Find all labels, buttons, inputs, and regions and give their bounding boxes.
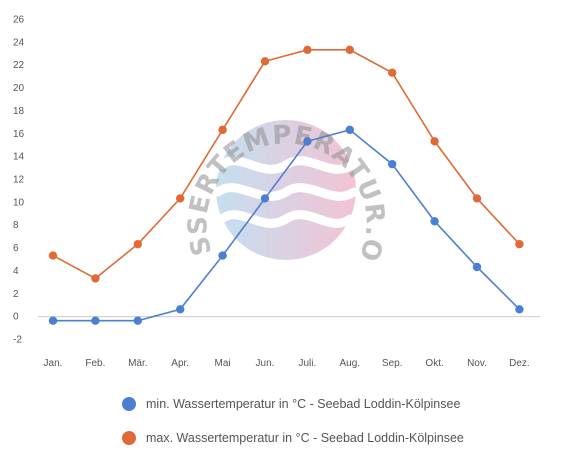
data-point-min[interactable] — [472, 262, 482, 272]
y-tick-label: 12 — [13, 175, 25, 186]
x-tick-label: Nov. — [467, 358, 487, 369]
x-axis: Jan. Feb. Mär. Apr. Mai Jun. Juli. Aug. Sep. Okt.… — [44, 358, 530, 369]
watermark-logo: WASSERTEMPERATUR.ORG — [0, 0, 389, 266]
data-point-min[interactable] — [91, 316, 100, 325]
x-tick-label: Mär. — [128, 358, 147, 369]
data-point-min[interactable] — [176, 305, 185, 314]
data-point-min[interactable] — [303, 137, 312, 146]
data-point-max[interactable] — [48, 251, 58, 260]
data-point-min[interactable] — [430, 217, 439, 226]
data-point-max[interactable] — [91, 274, 100, 283]
legend-min-marker-icon — [122, 397, 136, 411]
y-tick-label: 26 — [13, 15, 25, 26]
x-tick-label: Okt. — [425, 358, 443, 369]
y-tick-label: 10 — [13, 197, 25, 208]
y-tick-label: 24 — [13, 37, 25, 48]
data-point-max[interactable] — [430, 137, 439, 146]
x-tick-label: Aug. — [340, 358, 361, 369]
x-tick-label: Jun. — [256, 358, 275, 369]
series-layer — [48, 45, 524, 325]
y-tick-label: 8 — [13, 220, 19, 231]
y-tick-label: 6 — [13, 243, 19, 254]
data-point-max[interactable] — [515, 239, 524, 249]
x-tick-label: Feb. — [85, 358, 105, 369]
data-point-max[interactable] — [388, 68, 397, 77]
x-tick-label: Juli. — [299, 358, 317, 369]
y-tick-label: -2 — [13, 335, 22, 346]
data-point-max[interactable] — [472, 194, 482, 203]
y-tick-label: 18 — [13, 106, 25, 117]
data-point-min[interactable] — [345, 125, 354, 135]
data-point-min[interactable] — [48, 316, 58, 325]
x-tick-label: Dez. — [509, 358, 530, 369]
y-tick-label: 0 — [13, 312, 19, 323]
data-point-max[interactable] — [176, 194, 185, 203]
y-tick-label: 4 — [13, 266, 19, 277]
data-point-min[interactable] — [133, 316, 142, 325]
series-line-max — [52, 49, 520, 280]
data-point-max[interactable] — [260, 57, 270, 66]
y-tick-label: 16 — [13, 129, 25, 140]
legend-min-label: min. Wassertemperatur in °C - Seebad Lod… — [146, 397, 461, 411]
data-point-max[interactable] — [345, 45, 354, 55]
series-line-min — [53, 128, 520, 322]
y-tick-label: 14 — [13, 152, 25, 163]
y-tick-label: 20 — [13, 83, 25, 94]
data-point-min[interactable] — [260, 194, 270, 203]
y-tick-label: 2 — [13, 289, 19, 300]
x-tick-label: Jan. — [44, 358, 63, 369]
y-tick-label: 22 — [13, 60, 25, 71]
x-tick-label: Sep. — [382, 358, 403, 369]
x-tick-label: Apr. — [171, 358, 189, 369]
data-point-max[interactable] — [133, 239, 142, 249]
data-point-min[interactable] — [218, 251, 227, 260]
legend-max-label: max. Wassertemperatur in °C - Seebad Lod… — [146, 431, 464, 445]
x-tick-label: Mai — [215, 358, 231, 369]
legend-max-marker-icon — [122, 431, 136, 445]
data-point-max[interactable] — [303, 45, 312, 55]
data-point-max[interactable] — [218, 125, 227, 135]
legend-item-min[interactable]: min. Wassertemperatur in °C - Seebad Lod… — [122, 397, 460, 411]
watermark-waves — [213, 156, 359, 228]
data-point-min[interactable] — [515, 305, 524, 314]
legend-item-max[interactable]: max. Wassertemperatur in °C - Seebad Lod… — [122, 431, 464, 445]
data-point-min[interactable] — [388, 159, 397, 169]
